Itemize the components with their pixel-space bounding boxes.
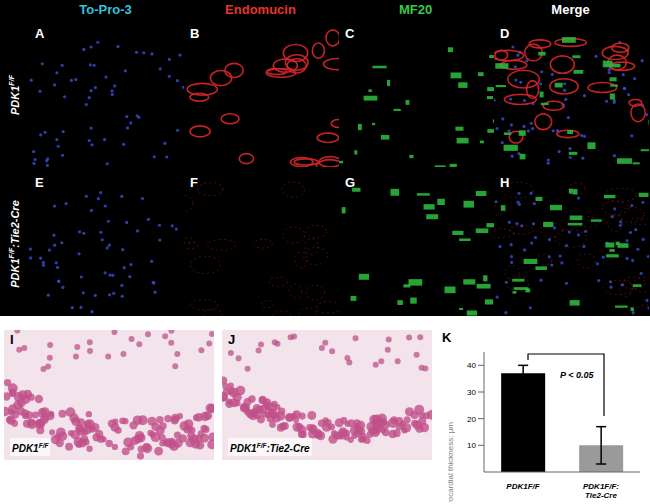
html-text:J: J — [228, 332, 236, 347]
svg-text:20: 20 — [467, 415, 476, 424]
svg-text:C: C — [345, 26, 355, 41]
html-text::Tie2-Cre: :Tie2-Cre — [9, 199, 21, 248]
html-text:Endomucin: Endomucin — [225, 2, 296, 17]
svg-text:PDK1F/F: PDK1F/F — [506, 482, 540, 491]
html-text:Merge: Merge — [551, 2, 590, 17]
svg-text:30: 30 — [467, 388, 476, 397]
svg-text:E: E — [35, 175, 44, 190]
svg-text:B: B — [190, 26, 199, 41]
svg-text:10: 10 — [467, 441, 476, 450]
html-text:I: I — [10, 332, 14, 347]
html-text:To-Pro-3: To-Pro-3 — [79, 2, 132, 17]
svg-text:D: D — [500, 26, 509, 41]
svg-text:F: F — [190, 175, 198, 190]
html-text:PDK1F/F:Tie2-Cre: PDK1F/F:Tie2-Cre — [230, 441, 310, 454]
svg-text:40: 40 — [467, 361, 476, 370]
html-text:K: K — [442, 330, 452, 345]
html-text:PDK1: PDK1 — [9, 257, 21, 288]
svg-text:Myocardial thickness: μm: Myocardial thickness: μm — [446, 422, 455, 502]
svg-text:A: A — [35, 26, 45, 41]
html-text:PDK1F/F: PDK1F/F — [12, 441, 49, 454]
svg-text:H: H — [500, 175, 509, 190]
html-text:F/F: F/F — [8, 247, 17, 258]
html-text:MF20: MF20 — [398, 2, 433, 17]
svg-text:G: G — [345, 175, 355, 190]
svg-text:PDK1F/F:Tie2-Cre: PDK1F/F:Tie2-Cre — [583, 482, 619, 500]
html-text:P < 0.05: P < 0.05 — [560, 370, 594, 380]
html-text:PDK1: PDK1 — [9, 85, 21, 115]
html-text:F/F: F/F — [8, 74, 17, 86]
